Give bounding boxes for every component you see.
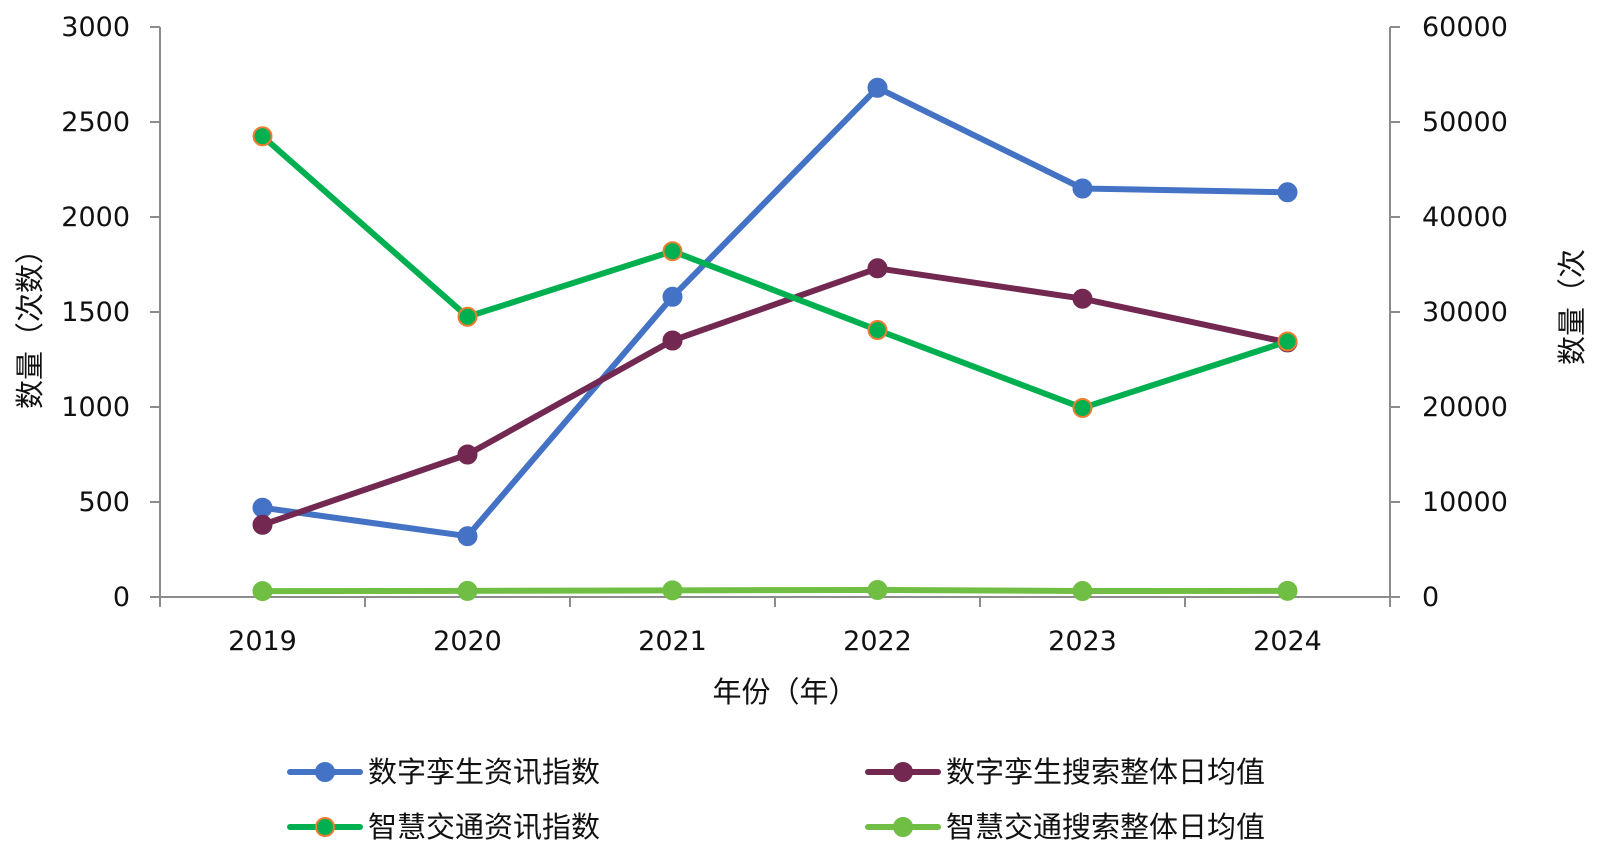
right-tick-label: 30000 (1422, 297, 1508, 328)
series-line (259, 586, 1291, 595)
left-tick-label: 2500 (61, 107, 130, 138)
legend-item-3: 智慧交通资讯指数 (287, 810, 600, 844)
right-tick-label: 60000 (1422, 12, 1508, 43)
legend-label: 智慧交通资讯指数 (368, 810, 600, 844)
legend-marker (315, 817, 335, 837)
left-tick-label: 3000 (61, 12, 130, 43)
right-tick-label: 20000 (1422, 392, 1508, 423)
left-tick-label: 1000 (61, 392, 130, 423)
legend-label: 数字孪生搜索整体日均值 (946, 755, 1265, 789)
x-tick-label: 2019 (228, 626, 297, 657)
data-point (1277, 580, 1298, 601)
legend-marker (893, 762, 913, 782)
x-tick-label: 2021 (638, 626, 707, 657)
left-tick-label: 1500 (61, 297, 130, 328)
data-point (867, 579, 888, 600)
series-1 (252, 77, 1298, 547)
series-4 (252, 579, 1298, 602)
x-tick-label: 2023 (1048, 626, 1117, 657)
x-tick-label: 2024 (1253, 626, 1322, 657)
data-point (662, 286, 683, 307)
data-point (457, 306, 478, 327)
right-tick-label: 50000 (1422, 107, 1508, 138)
series-line (259, 84, 1291, 540)
left-tick-label: 2000 (61, 202, 130, 233)
data-point (252, 514, 273, 535)
data-point (662, 580, 683, 601)
legend-label: 智慧交通搜索整体日均值 (946, 810, 1265, 844)
legend-marker (893, 817, 913, 837)
data-point (867, 320, 888, 341)
data-point (867, 77, 888, 98)
right-tick-label: 40000 (1422, 202, 1508, 233)
data-point (1277, 331, 1298, 352)
data-point (1072, 397, 1093, 418)
legend-item-2: 数字孪生搜索整体日均值 (865, 755, 1265, 789)
data-point (457, 444, 478, 465)
data-point (1072, 178, 1093, 199)
data-point (662, 330, 683, 351)
left-tick-label: 500 (78, 487, 130, 518)
x-tick-label: 2022 (843, 626, 912, 657)
right-tick-label: 10000 (1422, 487, 1508, 518)
right-axis-title: 数量（次 (1555, 249, 1589, 365)
series-3 (252, 126, 1298, 418)
data-point (1072, 288, 1093, 309)
legend-item-1: 数字孪生资讯指数 (287, 755, 600, 789)
left-tick-label: 0 (113, 582, 130, 613)
data-point (1277, 182, 1298, 203)
data-point (867, 258, 888, 279)
series-line (259, 133, 1291, 411)
legend-marker (315, 762, 335, 782)
x-axis-title: 年份（年） (712, 675, 857, 709)
data-point (252, 581, 273, 602)
data-point (662, 241, 683, 262)
data-point (457, 580, 478, 601)
legend-label: 数字孪生资讯指数 (368, 755, 600, 789)
right-tick-label: 0 (1422, 582, 1439, 613)
data-point (252, 497, 273, 518)
legend-item-4: 智慧交通搜索整体日均值 (865, 810, 1265, 844)
data-point (252, 126, 273, 147)
series-line (259, 265, 1291, 528)
series-2 (252, 258, 1298, 535)
series-lines (252, 77, 1298, 602)
data-point (457, 526, 478, 547)
left-axis-title: 数量（次数） (13, 235, 47, 409)
x-tick-label: 2020 (433, 626, 502, 657)
axes: 0500100015002000250030000100002000030000… (13, 12, 1589, 709)
data-point (1072, 581, 1093, 602)
